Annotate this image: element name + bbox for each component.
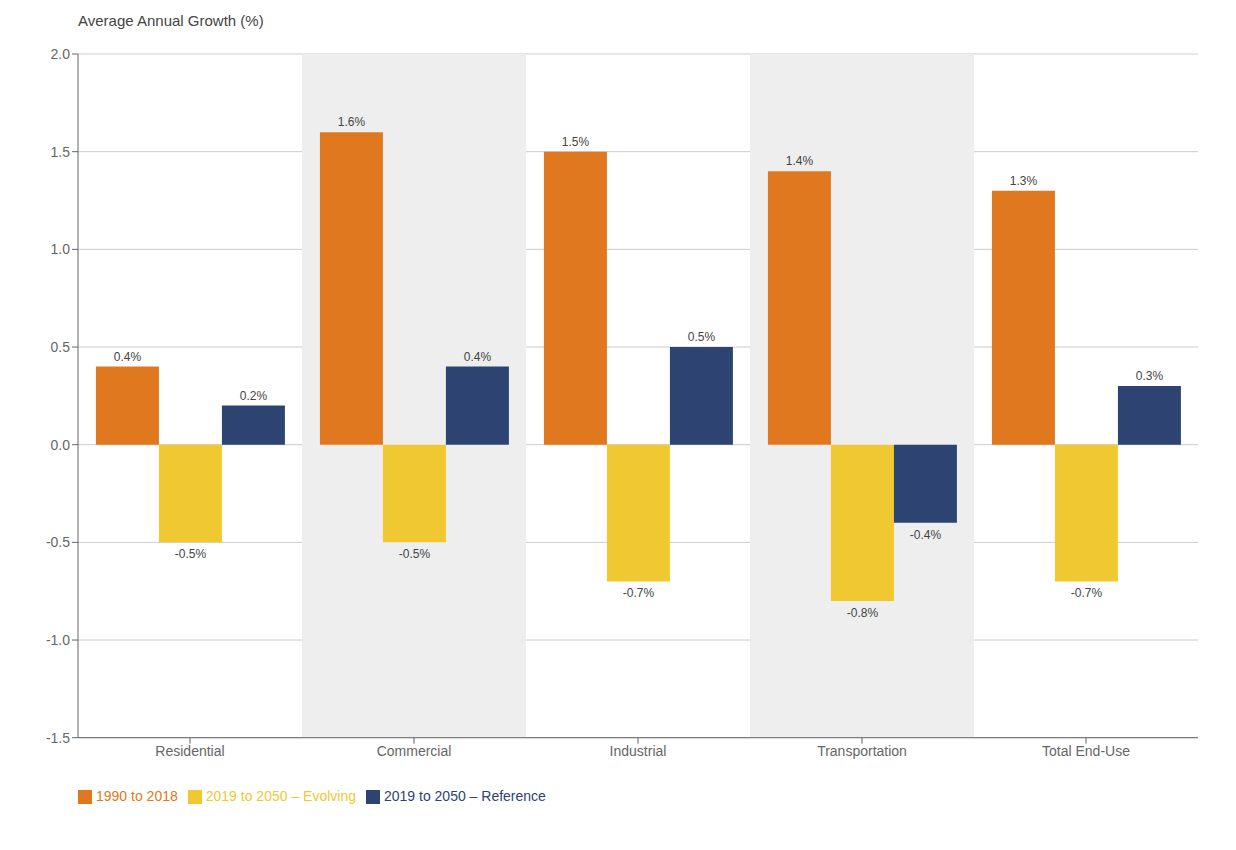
html-text:2019 to 2050 – Reference: 2019 to 2050 – Reference bbox=[384, 787, 546, 804]
svg-text:-1.5: -1.5 bbox=[46, 730, 70, 746]
svg-text:0.4%: 0.4% bbox=[464, 350, 492, 364]
svg-text:0.2%: 0.2% bbox=[240, 389, 268, 403]
svg-text:-0.5: -0.5 bbox=[46, 534, 70, 550]
svg-text:1.0: 1.0 bbox=[51, 241, 71, 257]
svg-text:Industrial: Industrial bbox=[610, 743, 667, 759]
svg-text:1.5: 1.5 bbox=[51, 144, 71, 160]
svg-text:1.4%: 1.4% bbox=[786, 154, 814, 168]
svg-text:-0.8%: -0.8% bbox=[847, 606, 879, 620]
html-text:Average Annual Growth (%): Average Annual Growth (%) bbox=[78, 12, 264, 29]
svg-text:Total End-Use: Total End-Use bbox=[1042, 743, 1130, 759]
svg-text:Transportation: Transportation bbox=[817, 743, 907, 759]
svg-text:Commercial: Commercial bbox=[377, 743, 452, 759]
svg-text:Residential: Residential bbox=[155, 743, 224, 759]
svg-text:2.0: 2.0 bbox=[51, 46, 71, 62]
svg-text:-0.5%: -0.5% bbox=[175, 547, 207, 561]
svg-text:0.5%: 0.5% bbox=[688, 330, 716, 344]
html-text:2019 to 2050 – Evolving: 2019 to 2050 – Evolving bbox=[205, 787, 356, 804]
svg-text:1.3%: 1.3% bbox=[1010, 174, 1038, 188]
svg-text:1.5%: 1.5% bbox=[562, 135, 590, 149]
svg-text:-0.7%: -0.7% bbox=[623, 586, 655, 600]
svg-text:-0.7%: -0.7% bbox=[1071, 586, 1103, 600]
svg-text:1.6%: 1.6% bbox=[338, 115, 366, 129]
svg-text:0.3%: 0.3% bbox=[1136, 369, 1164, 383]
svg-text:-0.5%: -0.5% bbox=[399, 547, 431, 561]
svg-text:0.4%: 0.4% bbox=[114, 350, 142, 364]
html-text:1990 to 2018: 1990 to 2018 bbox=[96, 787, 178, 804]
svg-text:0.0: 0.0 bbox=[51, 437, 71, 453]
svg-text:-0.4%: -0.4% bbox=[910, 528, 942, 542]
svg-text:-1.0: -1.0 bbox=[46, 632, 70, 648]
svg-text:0.5: 0.5 bbox=[51, 339, 71, 355]
